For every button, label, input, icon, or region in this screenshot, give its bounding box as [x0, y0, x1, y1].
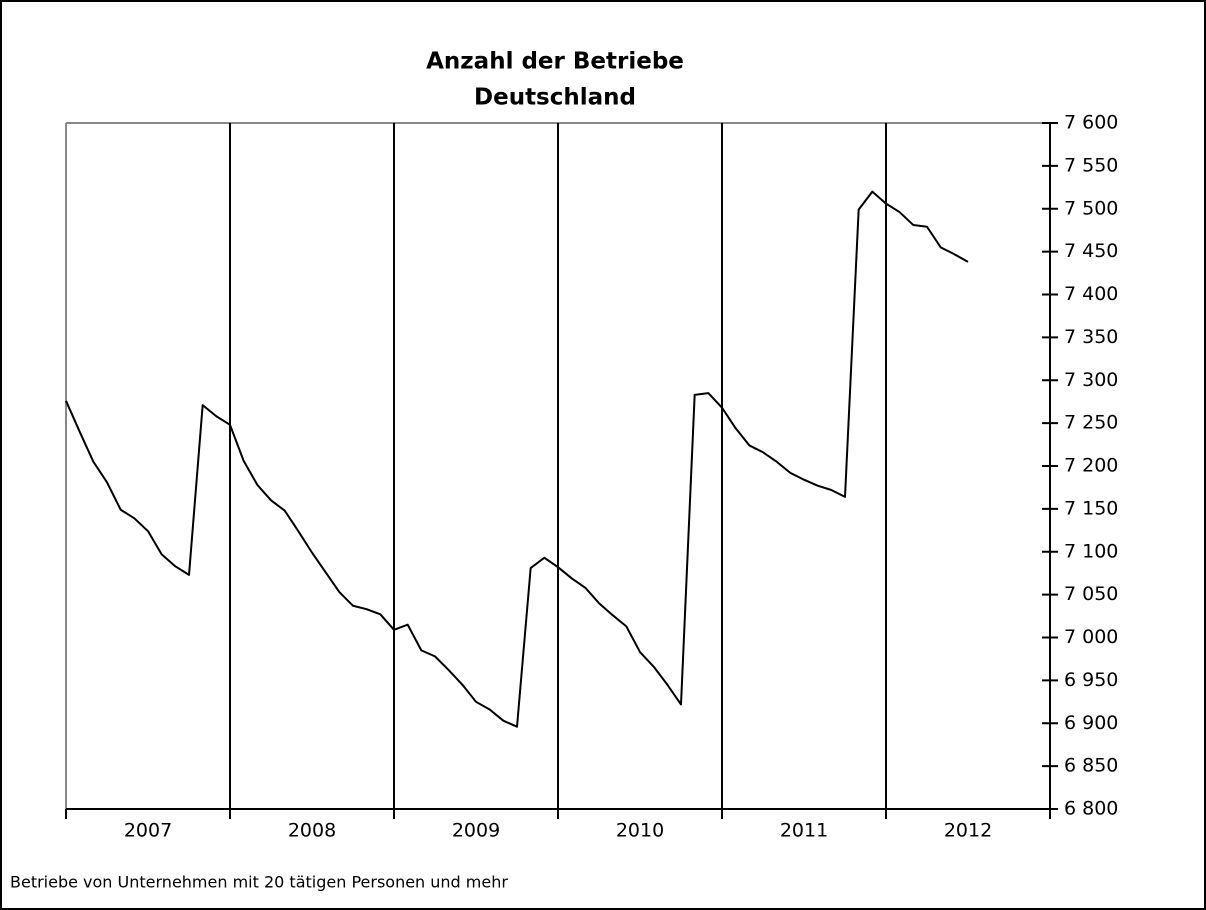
data-line: [65, 190, 969, 728]
footnote: Betriebe von Unternehmen mit 20 tätigen …: [10, 873, 508, 892]
y-tick-label: 7 350: [1064, 326, 1118, 348]
y-tick-label: 7 300: [1064, 369, 1118, 391]
x-tick-label: 2011: [780, 820, 828, 842]
chart-title: Anzahl der Betriebe: [426, 49, 684, 75]
y-tick-label: 7 200: [1064, 455, 1118, 477]
y-tick-label: 7 550: [1064, 154, 1118, 176]
x-tick-label: 2008: [288, 820, 336, 842]
y-tick-label: 6 950: [1064, 669, 1118, 691]
x-tick-label: 2009: [452, 820, 500, 842]
y-tick-label: 6 900: [1064, 712, 1118, 734]
x-tick-label: 2010: [616, 820, 664, 842]
x-tick-label: 2012: [944, 820, 992, 842]
y-tick-label: 7 100: [1064, 540, 1118, 562]
y-tick-label: 7 600: [1064, 112, 1118, 134]
y-tick-label: 7 150: [1064, 497, 1118, 519]
y-tick-label: 7 450: [1064, 240, 1118, 262]
y-tick-label: 6 800: [1064, 798, 1118, 820]
y-tick-label: 7 400: [1064, 283, 1118, 305]
y-tick-label: 6 850: [1064, 755, 1118, 777]
y-tick-label: 7 250: [1064, 412, 1118, 434]
y-tick-label: 7 050: [1064, 583, 1118, 605]
x-tick-label: 2007: [124, 820, 172, 842]
y-tick-label: 7 500: [1064, 197, 1118, 219]
chart-subtitle: Deutschland: [474, 85, 636, 111]
y-tick-label: 7 000: [1064, 626, 1118, 648]
